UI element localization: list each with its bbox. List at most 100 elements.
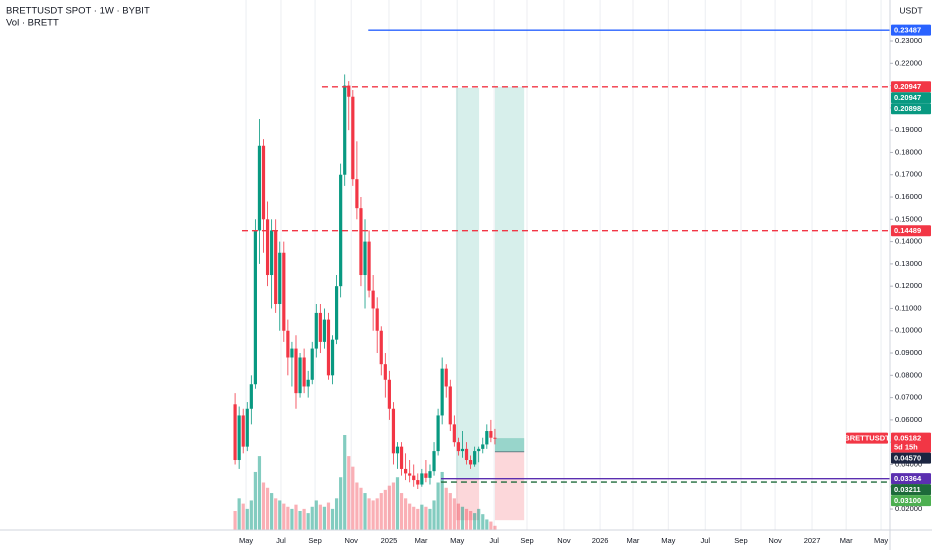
volume-bar xyxy=(440,471,444,530)
volume-bar xyxy=(249,500,253,530)
volume-bar xyxy=(270,493,274,530)
x-tick-label: Sep xyxy=(308,536,321,545)
candle-body xyxy=(485,431,489,445)
x-tick-label: Mar xyxy=(627,536,640,545)
volume-bar xyxy=(477,508,481,530)
candle-body xyxy=(383,364,387,380)
open-profit-zone xyxy=(494,438,525,452)
candle-body xyxy=(233,404,237,461)
positions xyxy=(455,86,525,521)
volume-bar xyxy=(355,482,359,530)
candle-body xyxy=(302,357,306,387)
volume-bar xyxy=(298,511,302,530)
candle-body xyxy=(367,241,371,291)
volume-bar xyxy=(253,471,257,530)
volume-bar xyxy=(257,456,262,530)
x-tick-label: Jul xyxy=(276,536,286,545)
y-tick-label: 0.06000 xyxy=(895,415,922,424)
candle-body xyxy=(290,348,294,358)
price-tag-label: 0.23487 xyxy=(894,25,921,34)
profit-zone xyxy=(455,87,480,479)
candle-body xyxy=(428,471,432,478)
candle-body xyxy=(452,424,456,443)
x-tick-label: Sep xyxy=(734,536,747,545)
x-tick-label: Nov xyxy=(345,536,359,545)
candle-body xyxy=(330,339,335,376)
y-tick-label: 0.13000 xyxy=(895,259,922,268)
x-tick-label: Jul xyxy=(700,536,710,545)
volume-bar xyxy=(286,506,290,530)
chart-title: BRETTUSDT SPOT · 1W · BYBIT xyxy=(6,6,150,17)
price-tag xyxy=(891,81,931,93)
volume-bar xyxy=(282,503,286,530)
volume-bar xyxy=(367,498,371,530)
volume-bar xyxy=(428,508,432,530)
price-tag xyxy=(891,103,931,115)
candle-body xyxy=(253,230,257,385)
volume-bar xyxy=(387,485,391,530)
candle-body xyxy=(241,415,245,447)
candle-body xyxy=(261,145,266,220)
candle-body xyxy=(456,442,460,452)
volume-bar xyxy=(265,487,270,530)
candle-body xyxy=(359,208,363,276)
candle-body xyxy=(412,475,416,481)
volume-bar xyxy=(245,508,249,530)
volume-bar xyxy=(493,525,497,530)
volume-bar xyxy=(314,500,318,530)
volume-bar xyxy=(326,502,331,530)
loss-zone xyxy=(494,451,525,521)
volume-bar xyxy=(310,506,314,530)
candle-body xyxy=(343,85,347,175)
candle-body xyxy=(257,145,262,231)
volume-bar xyxy=(399,493,404,530)
volume-bar xyxy=(241,503,245,530)
price-tag xyxy=(891,452,931,464)
volume-bar xyxy=(489,521,493,530)
candle-body xyxy=(245,408,249,447)
y-tick-label: 0.22000 xyxy=(895,58,922,67)
candle-body xyxy=(489,431,493,438)
candle-body xyxy=(399,446,404,469)
x-tick-label: 2026 xyxy=(592,536,609,545)
candle-body xyxy=(375,308,379,331)
volume xyxy=(233,435,497,530)
volume-bar xyxy=(278,500,282,530)
candle-body xyxy=(424,473,428,478)
x-tick-label: Mar xyxy=(415,536,428,545)
y-tick-label: 0.12000 xyxy=(895,281,922,290)
candle-body xyxy=(448,386,452,425)
candle-body xyxy=(326,319,331,376)
volume-bar xyxy=(302,508,306,530)
candle-body xyxy=(314,312,318,349)
volume-bar xyxy=(460,506,465,530)
volume-bar xyxy=(412,506,416,530)
candle-body xyxy=(416,480,420,485)
y-tick-label: 0.17000 xyxy=(895,170,922,179)
currency-label: USDT xyxy=(899,5,922,15)
x-tick-label: May xyxy=(450,536,464,545)
volume-bar xyxy=(294,504,298,530)
x-tick-label: Mar xyxy=(840,536,853,545)
candle-body xyxy=(371,290,375,309)
candle-body xyxy=(408,473,412,476)
x-tick-label: May xyxy=(661,536,675,545)
candle-body xyxy=(339,174,343,287)
candle-body xyxy=(444,368,448,387)
volume-bar xyxy=(420,504,424,530)
price-tag xyxy=(891,473,931,485)
countdown: 5d 15h xyxy=(894,443,918,452)
last-price-label: 0.05182 xyxy=(894,433,921,442)
y-tick-label: 0.19000 xyxy=(895,125,922,134)
y-tick-label: 0.08000 xyxy=(895,370,922,379)
volume-bar xyxy=(473,513,477,530)
candle-body xyxy=(460,448,465,452)
volume-bar xyxy=(444,487,448,530)
volume-bar xyxy=(233,511,237,530)
volume-bar xyxy=(290,508,294,530)
candle-body xyxy=(436,415,440,452)
volume-bar xyxy=(318,504,322,530)
candle-body xyxy=(477,448,481,452)
volume-bar xyxy=(375,498,379,530)
volume-bar xyxy=(339,477,343,530)
